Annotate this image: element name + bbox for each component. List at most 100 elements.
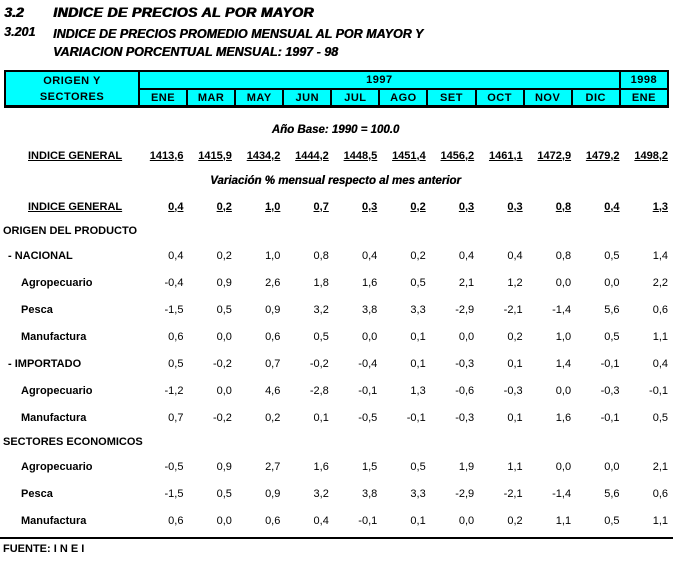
header-months-row: ENE MAR MAY JUN JUL AGO SET OCT NOV DIC … bbox=[5, 88, 670, 108]
cell-value: 0,1 bbox=[410, 330, 426, 343]
cell-value: 0,6 bbox=[652, 487, 668, 500]
month-header-ene-1998: ENE bbox=[618, 88, 670, 108]
cell-value: -0,5 bbox=[358, 411, 378, 424]
cell-value: 1,1 bbox=[507, 460, 523, 473]
cell-value: 0,0 bbox=[458, 514, 475, 527]
cell-value: 1,0 bbox=[555, 330, 572, 343]
row-label: Agropecuario bbox=[21, 384, 93, 397]
table-number: 3.201 bbox=[4, 25, 36, 39]
cell-value: 0,4 bbox=[652, 357, 668, 370]
cell-value: 1,3 bbox=[652, 200, 668, 213]
row-label: Pesca bbox=[21, 487, 53, 500]
cell-value: 0,0 bbox=[555, 276, 572, 289]
month-header-may: MAY bbox=[234, 88, 285, 108]
cell-value: 1498,2 bbox=[634, 149, 668, 162]
table-row: Pesca -1,5 0,5 0,9 3,2 3,8 3,3 -2,9 -2,1 -1,4 5,6 0… bbox=[0, 296, 671, 323]
month-header-oct: OCT bbox=[474, 88, 525, 108]
cell-value: 1,1 bbox=[652, 514, 668, 527]
cell-value: 0,3 bbox=[361, 200, 378, 213]
cell-value: 1,4 bbox=[652, 249, 668, 262]
cell-value: 1,3 bbox=[410, 384, 426, 397]
cell-value: 0,9 bbox=[216, 460, 232, 473]
cell-value: 1479,2 bbox=[585, 149, 620, 162]
month-header-nov: NOV bbox=[522, 88, 573, 108]
cell-value: 2,7 bbox=[265, 460, 281, 473]
cell-value: 4,6 bbox=[265, 384, 281, 397]
cell-value: 0,4 bbox=[604, 200, 620, 213]
cell-value: -0,1 bbox=[358, 514, 378, 527]
cell-value: 0,4 bbox=[313, 514, 329, 527]
price-index-header-table: ORIGEN Y SECTORES 1997 1998 ENE MAR MAY … bbox=[4, 70, 670, 108]
cell-value: -0,1 bbox=[406, 411, 426, 424]
cell-value: -0,6 bbox=[455, 384, 475, 397]
cell-value: 0,5 bbox=[168, 357, 184, 370]
cell-value: 0,0 bbox=[216, 514, 232, 527]
cell-value: 0,2 bbox=[216, 249, 232, 262]
cell-value: -1,5 bbox=[164, 487, 184, 500]
cell-value: 1,5 bbox=[361, 460, 378, 473]
section-label: SECTORES ECONOMICOS bbox=[3, 436, 143, 448]
cell-value: 0,1 bbox=[507, 357, 523, 370]
cell-value: 1,9 bbox=[458, 460, 475, 473]
cell-value: -2,9 bbox=[455, 487, 475, 500]
row-label: INDICE GENERAL bbox=[28, 149, 123, 162]
cell-value: -0,4 bbox=[358, 357, 378, 370]
cell-value: 0,4 bbox=[458, 249, 475, 262]
origin-sectors-header: ORIGEN Y SECTORES bbox=[4, 70, 140, 108]
cell-value: 0,7 bbox=[313, 200, 329, 213]
cell-value: 1461,1 bbox=[488, 149, 523, 162]
row-label: Manufactura bbox=[21, 330, 87, 343]
cell-value: 1413,6 bbox=[149, 149, 184, 162]
cell-value: -1,5 bbox=[164, 303, 184, 316]
table-heading: 3.201 INDICE DE PRECIOS PROMEDIO MENSUAL… bbox=[0, 25, 673, 61]
cell-value: 0,9 bbox=[216, 276, 232, 289]
cell-value: 5,6 bbox=[604, 487, 620, 500]
cell-value: 5,6 bbox=[604, 303, 620, 316]
section-heading: 3.2 INDICE DE PRECIOS AL POR MAYOR bbox=[0, 0, 673, 20]
note-row: Año Base: 1990 = 100.0 bbox=[0, 118, 671, 142]
row-label: INDICE GENERAL bbox=[28, 200, 123, 213]
cell-value: -0,2 bbox=[309, 357, 329, 370]
cell-value: 3,3 bbox=[410, 303, 426, 316]
cell-value: 3,8 bbox=[361, 487, 378, 500]
cell-value: 3,2 bbox=[313, 487, 329, 500]
table-row: Manufactura 0,6 0,0 0,6 0,4 -0,1 0,1 0,0 0,2 1,1 0… bbox=[0, 507, 671, 534]
cell-value: 0,1 bbox=[313, 411, 329, 424]
cell-value: 0,5 bbox=[604, 514, 620, 527]
table-title-line2: VARIACION PORCENTUAL MENSUAL: 1997 - 98 bbox=[53, 45, 338, 59]
cell-value: 1415,9 bbox=[198, 149, 232, 162]
section-label: ORIGEN DEL PRODUCTO bbox=[3, 225, 138, 237]
cell-value: 0,2 bbox=[507, 330, 523, 343]
cell-value: 0,0 bbox=[604, 460, 620, 473]
cell-value: -0,3 bbox=[503, 384, 523, 397]
cell-value: 1456,2 bbox=[440, 149, 475, 162]
month-header-set: SET bbox=[426, 88, 477, 108]
cell-value: 0,0 bbox=[604, 276, 620, 289]
table-row: Manufactura 0,7 -0,2 0,2 0,1 -0,5 -0,1 -0,3 0,1 1… bbox=[0, 404, 671, 431]
cell-value: 0,2 bbox=[507, 514, 523, 527]
cell-value: -0,3 bbox=[600, 384, 620, 397]
cell-value: 3,2 bbox=[313, 303, 329, 316]
cell-value: 0,1 bbox=[410, 514, 426, 527]
cell-value: 1434,2 bbox=[246, 149, 281, 162]
cell-value: 0,0 bbox=[458, 330, 475, 343]
table-row: - NACIONAL 0,4 0,2 1,0 0,8 0,4 0,2 0,4 0,4 0,8 0,5… bbox=[0, 242, 671, 269]
cell-value: 0,5 bbox=[216, 303, 232, 316]
cell-value: 0,6 bbox=[652, 303, 668, 316]
cell-value: 0,2 bbox=[216, 200, 232, 213]
cell-value: 0,0 bbox=[216, 384, 232, 397]
row-label: - IMPORTADO bbox=[8, 357, 82, 370]
cell-value: 0,6 bbox=[265, 330, 281, 343]
cell-value: 0,8 bbox=[555, 249, 572, 262]
cell-value: 1,2 bbox=[507, 276, 523, 289]
section-number: 3.2 bbox=[4, 4, 24, 20]
cell-value: 0,0 bbox=[555, 384, 572, 397]
cell-value: 2,2 bbox=[652, 276, 668, 289]
table-row: Manufactura 0,6 0,0 0,6 0,5 0,0 0,1 0,0 0,2 1,0 0,… bbox=[0, 323, 671, 350]
cell-value: -0,2 bbox=[212, 411, 232, 424]
cell-value: 3,3 bbox=[410, 487, 426, 500]
cell-value: 0,7 bbox=[265, 357, 281, 370]
month-header-ago: AGO bbox=[378, 88, 429, 108]
cell-value: -0,1 bbox=[600, 357, 620, 370]
cell-value: 0,5 bbox=[652, 411, 668, 424]
